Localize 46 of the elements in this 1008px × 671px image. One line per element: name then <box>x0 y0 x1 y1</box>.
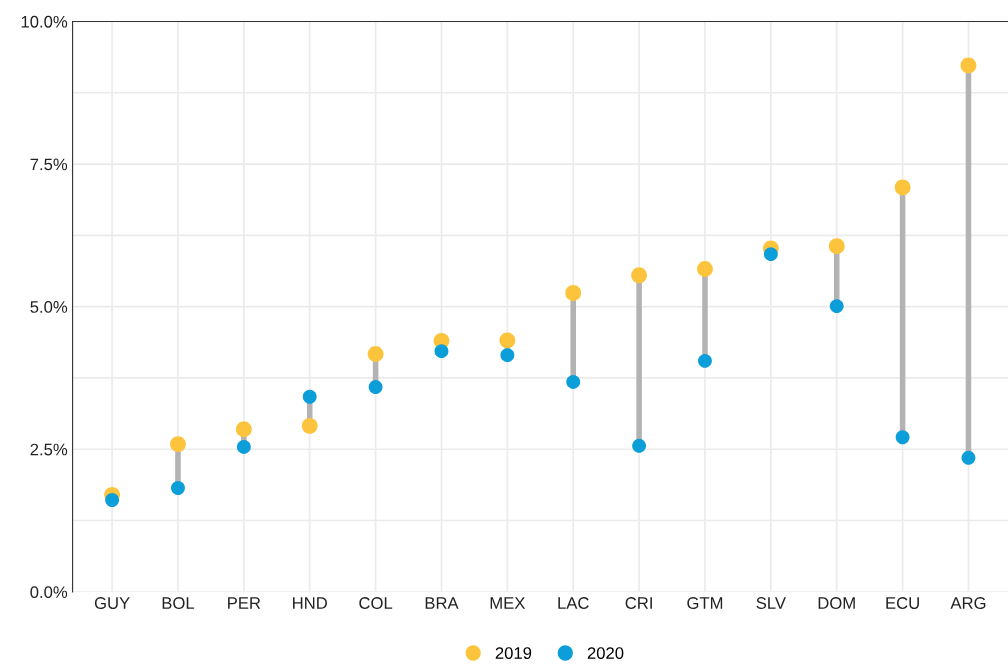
point <box>829 299 844 314</box>
point <box>895 430 910 445</box>
point <box>171 481 185 495</box>
legend-label: 2019 <box>495 647 532 659</box>
point <box>631 267 648 284</box>
x-tick-label: DOM <box>818 597 855 609</box>
x-tick-label: HND <box>293 597 327 609</box>
y-tick-label: 0.0% <box>30 586 68 599</box>
point <box>170 436 186 453</box>
x-tick-label: SLV <box>756 597 786 609</box>
point <box>434 344 449 359</box>
point <box>566 374 581 389</box>
point <box>235 421 252 438</box>
point <box>105 493 120 507</box>
x-tick-label: GTM <box>687 597 723 609</box>
x-tick-label: BOL <box>162 597 195 609</box>
y-tick-label: 2.5% <box>30 443 68 456</box>
x-tick-label: COL <box>359 597 393 609</box>
point <box>368 380 383 395</box>
point <box>236 440 251 454</box>
point <box>894 179 911 196</box>
x-tick-label: BRA <box>425 597 459 609</box>
y-tick-label: 10.0% <box>21 15 68 28</box>
point <box>697 261 713 277</box>
point <box>961 450 976 465</box>
point <box>499 332 516 349</box>
legend-label: 2020 <box>587 647 624 659</box>
y-tick-label: 7.5% <box>30 158 68 171</box>
x-tick-label: CRI <box>625 597 652 609</box>
point <box>960 57 977 74</box>
point <box>500 348 515 363</box>
point <box>302 389 317 404</box>
point <box>301 417 318 434</box>
point <box>565 285 582 301</box>
x-tick-label: PER <box>228 597 261 609</box>
x-tick-label: GUY <box>94 597 130 609</box>
x-tick-label: ECU <box>886 597 919 609</box>
point <box>632 438 647 453</box>
x-tick-label: MEX <box>490 597 526 609</box>
point <box>763 247 778 262</box>
x-tick-label: LAC <box>558 597 589 609</box>
x-tick-label: ARG <box>950 597 986 609</box>
y-tick-label: 5.0% <box>30 301 68 313</box>
point <box>367 346 384 362</box>
point <box>828 238 845 255</box>
point <box>698 353 712 368</box>
